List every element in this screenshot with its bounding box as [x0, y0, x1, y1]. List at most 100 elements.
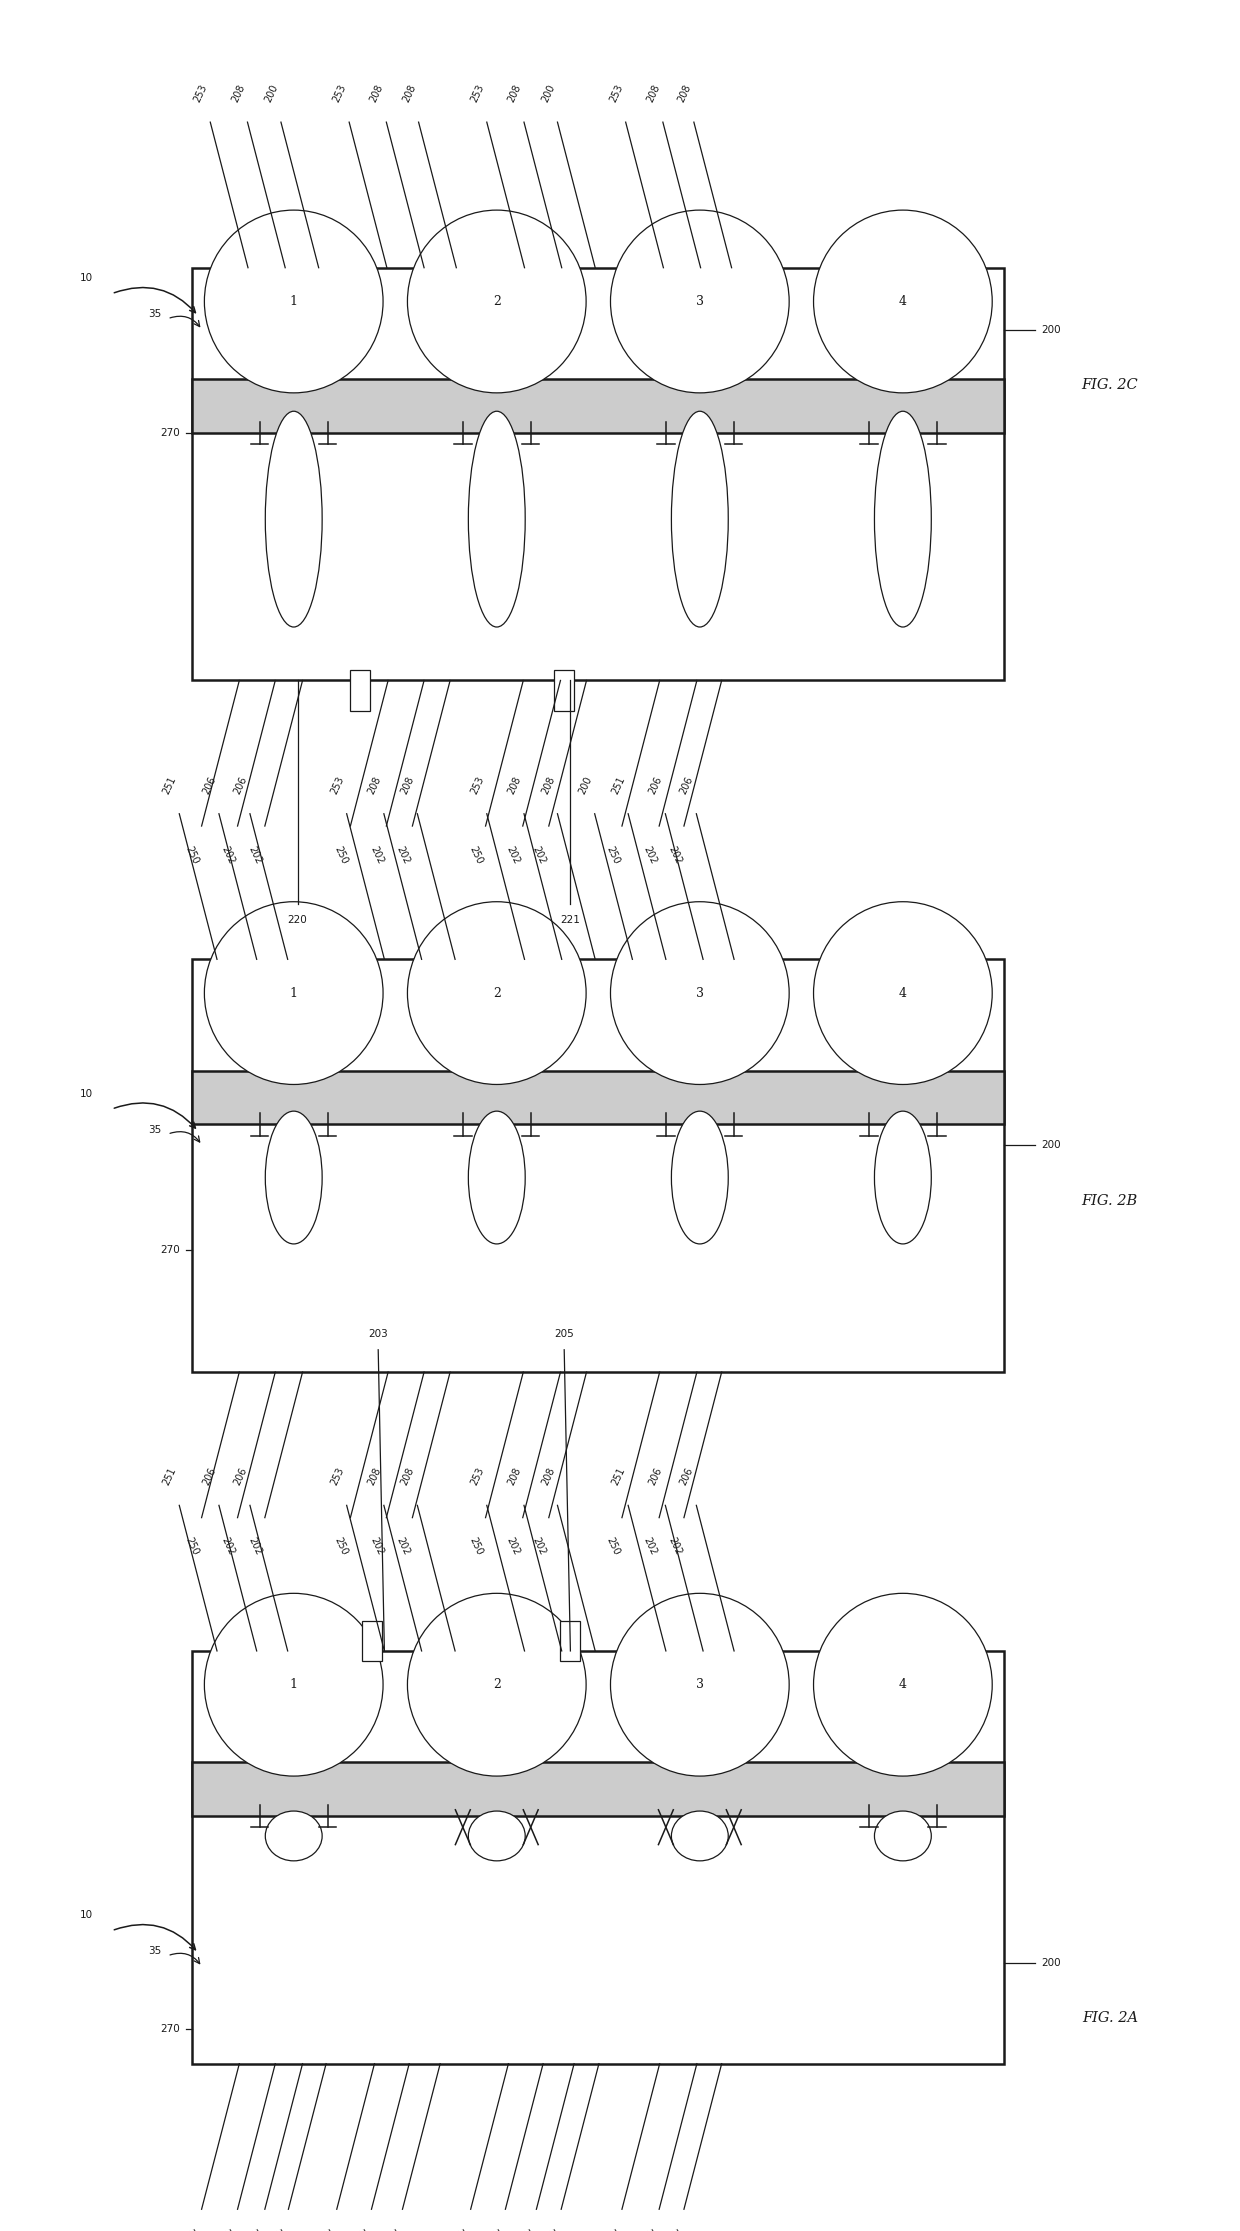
Text: 3: 3: [696, 294, 704, 308]
Text: 208: 208: [645, 83, 662, 105]
Ellipse shape: [874, 411, 931, 627]
Text: 253: 253: [329, 774, 346, 796]
Text: 2: 2: [492, 1678, 501, 1691]
Ellipse shape: [205, 210, 383, 393]
Text: 1: 1: [290, 986, 298, 999]
Bar: [554, 669, 574, 709]
Bar: [192, 379, 1004, 433]
Text: 204: 204: [518, 2227, 536, 2231]
Text: 4: 4: [899, 1678, 906, 1691]
Text: 208: 208: [399, 774, 417, 796]
Text: 253: 253: [329, 1466, 346, 1488]
Text: 202: 202: [247, 843, 264, 866]
Ellipse shape: [205, 901, 383, 1084]
Text: 253: 253: [469, 1466, 486, 1488]
Text: 270: 270: [160, 2024, 180, 2035]
Ellipse shape: [469, 411, 526, 627]
Text: 270: 270: [160, 428, 180, 437]
Text: 3: 3: [696, 1678, 704, 1691]
Text: 204: 204: [384, 2227, 402, 2231]
Text: 200: 200: [577, 774, 594, 796]
Bar: [362, 1620, 382, 1660]
Text: 251: 251: [610, 1466, 627, 1488]
Text: 206: 206: [678, 774, 696, 796]
Text: 202: 202: [219, 2227, 237, 2231]
Bar: [192, 1762, 1004, 1816]
Text: 253: 253: [608, 83, 625, 105]
Ellipse shape: [813, 1593, 992, 1776]
Text: 206: 206: [201, 1466, 218, 1488]
Text: 220: 220: [288, 915, 308, 924]
Text: 200: 200: [543, 2227, 560, 2231]
Text: 2: 2: [492, 986, 501, 999]
Text: 206: 206: [678, 1466, 696, 1488]
Text: 252: 252: [319, 2227, 336, 2231]
Bar: [192, 268, 1004, 680]
Text: 202: 202: [368, 1535, 386, 1557]
Text: 208: 208: [366, 1466, 383, 1488]
Ellipse shape: [469, 1812, 526, 1861]
Text: 203: 203: [368, 1330, 388, 1339]
Text: 35: 35: [148, 1945, 161, 1957]
Text: 3: 3: [696, 986, 704, 999]
Bar: [192, 1071, 1004, 1124]
Ellipse shape: [671, 1812, 728, 1861]
Text: 35: 35: [148, 1124, 161, 1136]
Text: 208: 208: [229, 83, 247, 105]
Ellipse shape: [610, 1593, 789, 1776]
Text: 253: 253: [469, 774, 486, 796]
Text: 208: 208: [399, 1466, 417, 1488]
Ellipse shape: [265, 1111, 322, 1245]
Ellipse shape: [265, 411, 322, 627]
Text: 10: 10: [81, 1089, 93, 1098]
Text: 250: 250: [184, 843, 201, 866]
Text: 221: 221: [560, 915, 580, 924]
Bar: [350, 669, 370, 709]
Text: 206: 206: [232, 1466, 249, 1488]
Text: 202: 202: [247, 2227, 264, 2231]
Text: 202: 202: [247, 1535, 264, 1557]
Text: 208: 208: [401, 83, 418, 105]
Text: 253: 253: [469, 83, 486, 105]
Text: 202: 202: [394, 1535, 412, 1557]
Text: 35: 35: [148, 310, 161, 319]
Text: 206: 206: [201, 774, 218, 796]
Text: 253: 253: [192, 83, 210, 105]
Text: 208: 208: [506, 83, 523, 105]
Text: 202: 202: [666, 843, 683, 866]
Ellipse shape: [205, 1593, 383, 1776]
Text: 202: 202: [505, 1535, 522, 1557]
Text: 202: 202: [666, 2227, 683, 2231]
Text: 200: 200: [539, 83, 557, 105]
Text: 250: 250: [467, 843, 485, 866]
Text: 270: 270: [160, 1245, 180, 1256]
Ellipse shape: [408, 901, 587, 1084]
Ellipse shape: [408, 210, 587, 393]
Text: 208: 208: [506, 774, 523, 796]
Bar: [192, 959, 1004, 1372]
Text: 1: 1: [290, 1678, 298, 1691]
Text: 202: 202: [531, 1535, 548, 1557]
Text: 208: 208: [676, 83, 693, 105]
Text: 202: 202: [531, 843, 548, 866]
Ellipse shape: [874, 1812, 931, 1861]
Text: 208: 208: [539, 1466, 557, 1488]
Text: 10: 10: [81, 272, 93, 283]
Text: 250: 250: [604, 843, 621, 866]
Text: 200: 200: [263, 83, 280, 105]
Text: 208: 208: [506, 1466, 523, 1488]
Bar: [192, 1651, 1004, 2064]
Text: 250: 250: [184, 2227, 201, 2231]
Text: 208: 208: [539, 774, 557, 796]
Text: 250: 250: [604, 2227, 621, 2231]
Text: 202: 202: [641, 1535, 658, 1557]
Text: FIG. 2A: FIG. 2A: [1081, 2012, 1138, 2026]
Text: 250: 250: [332, 1535, 350, 1557]
Text: 202: 202: [666, 1535, 683, 1557]
Text: 202: 202: [394, 843, 412, 866]
Text: FIG. 2B: FIG. 2B: [1081, 1194, 1138, 1207]
Text: 200: 200: [1042, 1140, 1061, 1149]
Text: 200: 200: [1042, 1957, 1061, 1968]
Ellipse shape: [874, 1111, 931, 1245]
Ellipse shape: [610, 210, 789, 393]
